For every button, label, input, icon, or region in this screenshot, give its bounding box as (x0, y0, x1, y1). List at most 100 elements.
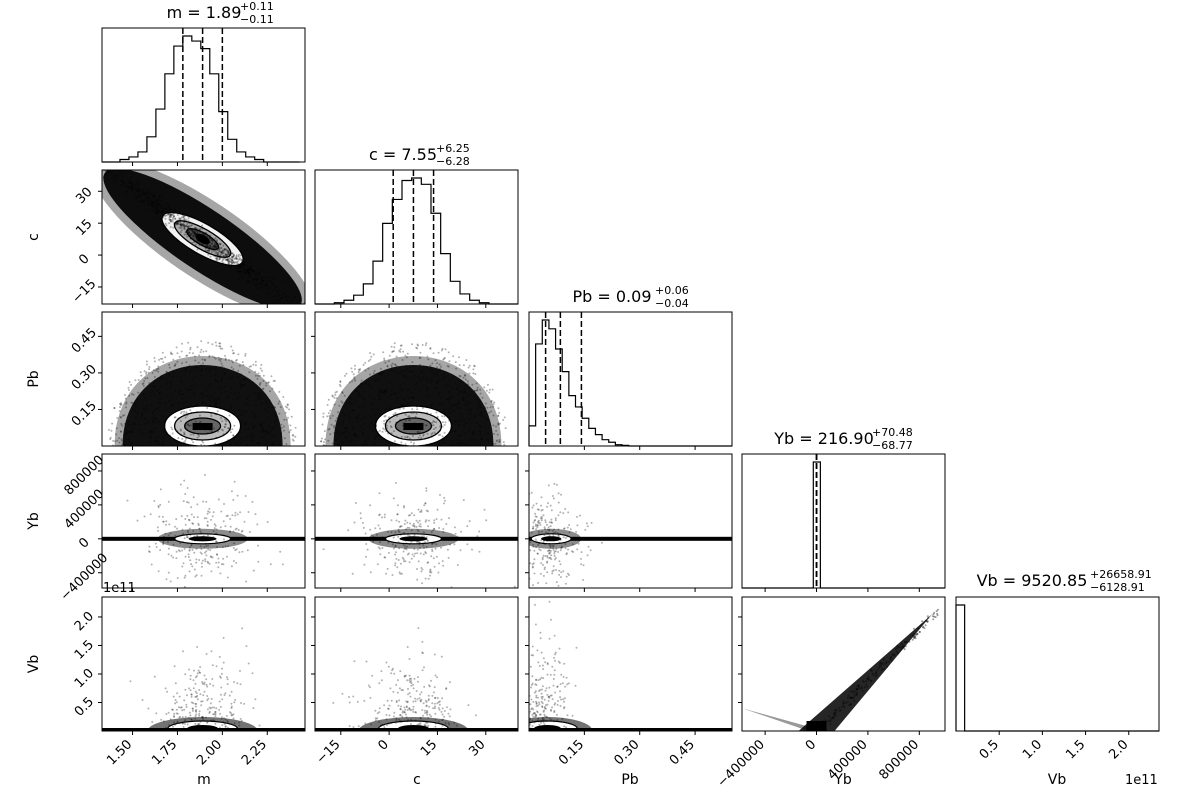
sample-point (464, 378, 467, 381)
sample-point (431, 548, 434, 551)
sample-point (147, 208, 150, 211)
sample-point (199, 231, 202, 234)
sample-point (563, 527, 565, 530)
sample-point (141, 412, 144, 415)
sample-point (0, 0, 1, 1)
sample-point (0, 0, 1, 1)
sample-point (819, 726, 822, 729)
sample-point (188, 235, 191, 238)
sample-point (216, 258, 219, 261)
sample-point (162, 208, 165, 211)
sample-point (262, 379, 265, 382)
sample-point (478, 403, 481, 406)
sample-point (417, 560, 420, 563)
sample-point (0, 0, 1, 1)
sample-point (168, 724, 170, 727)
sample-point (0, 0, 1, 1)
sample-point (170, 598, 172, 600)
sample-point (233, 701, 236, 704)
sample-point (185, 354, 188, 357)
sample-point (0, 0, 1, 1)
sample-point (892, 653, 895, 656)
sample-point (497, 414, 500, 417)
sample-point (234, 391, 237, 394)
sample-point (378, 682, 381, 685)
sample-point (228, 263, 230, 266)
sample-point (331, 395, 334, 398)
sample-point (430, 571, 433, 574)
sample-point (893, 654, 896, 657)
sample-point (152, 416, 155, 419)
sample-point (0, 0, 1, 1)
sample-point (209, 247, 211, 250)
sample-point (180, 216, 183, 219)
sample-point (159, 503, 162, 506)
sample-point (376, 407, 379, 410)
sample-point (90, 158, 92, 160)
sample-point (395, 551, 397, 554)
sample-point (401, 728, 404, 731)
sample-point (543, 526, 546, 529)
sample-point (292, 434, 295, 437)
sample-point (396, 504, 399, 507)
sample-point (430, 433, 433, 436)
sample-point (214, 398, 217, 401)
sample-point (529, 562, 532, 565)
sample-point (209, 555, 212, 558)
sample-point (252, 281, 255, 283)
sample-point (582, 578, 585, 581)
sample-point (206, 407, 209, 409)
sample-point (250, 433, 253, 436)
sample-point (119, 406, 121, 409)
sample-point (279, 550, 282, 553)
sample-point (537, 543, 540, 546)
sample-point (281, 297, 284, 299)
sample-point (174, 221, 177, 224)
sample-point (257, 278, 260, 281)
sample-point (204, 247, 207, 250)
sample-point (408, 419, 411, 422)
sample-point (432, 691, 435, 694)
sample-point (156, 526, 159, 529)
sample-point (128, 389, 130, 391)
sample-point (0, 0, 1, 1)
sample-point (259, 367, 262, 370)
y-tick-label-c: 30 (73, 185, 95, 207)
sample-point (187, 553, 190, 556)
sample-point (221, 420, 224, 423)
sample-point (201, 539, 204, 542)
sample-point (191, 522, 194, 525)
sample-point (590, 521, 593, 524)
sample-point (0, 0, 1, 1)
sample-point (139, 428, 142, 431)
sample-point (155, 208, 158, 211)
sample-point (243, 272, 246, 275)
sample-point (0, 0, 1, 1)
sample-point (457, 401, 460, 404)
sample-point (520, 658, 522, 660)
sample-point (142, 201, 145, 203)
sample-point (424, 537, 427, 540)
sample-point (434, 432, 437, 435)
sample-point (128, 394, 131, 397)
sample-point (0, 0, 1, 1)
sample-point (563, 706, 566, 709)
sample-point (548, 552, 551, 555)
sample-point (157, 401, 160, 404)
sample-point (211, 515, 214, 518)
sample-point (0, 0, 1, 1)
sample-point (155, 203, 158, 206)
sample-point (552, 539, 555, 542)
sample-point (248, 271, 251, 274)
sample-point (188, 668, 191, 671)
sample-point (386, 724, 389, 727)
sample-point (347, 433, 350, 436)
sample-point (539, 637, 542, 640)
sample-point (0, 0, 1, 1)
sample-point (141, 699, 144, 701)
sample-point (153, 203, 156, 206)
sample-point (0, 0, 1, 1)
sample-point (429, 568, 432, 571)
sample-point (410, 682, 413, 685)
sample-point (164, 356, 167, 359)
